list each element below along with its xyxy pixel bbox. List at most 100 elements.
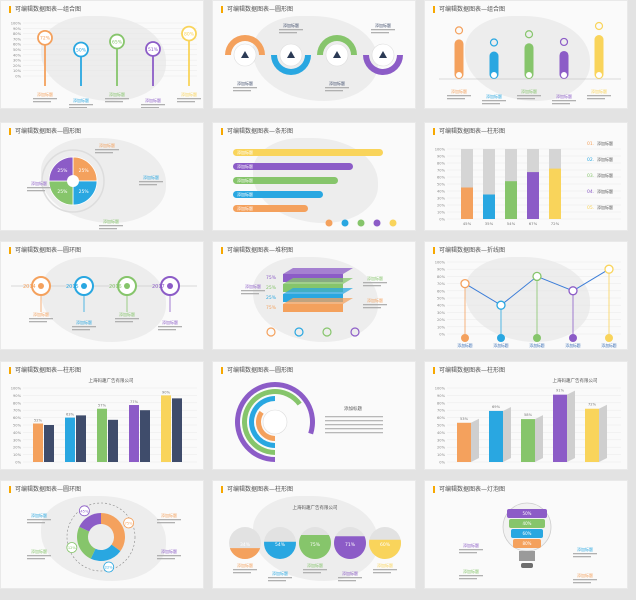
caption-line: [447, 95, 471, 97]
bar-label: 35%: [485, 221, 494, 226]
y-tick-label: 10%: [13, 69, 22, 73]
ring-title: 添加标题: [344, 405, 362, 412]
slide-title: 可编辑数据图表—柱形图: [433, 367, 505, 374]
caption-line: [157, 555, 181, 557]
column-bar: [172, 398, 182, 462]
slide-12[interactable]: 可编辑数据图表—柱形图 0% 10% 20% 30% 40% 50% 60% 70% 80% 90%…: [424, 361, 628, 470]
caption-line: [233, 572, 251, 574]
y-tick-label: 40%: [13, 431, 22, 435]
caption-title: 添加标题: [486, 93, 502, 99]
caption-line: [105, 101, 123, 103]
caption-title: 添加标题: [33, 311, 49, 317]
chart-cylinders: 0%10%20%30%40%50%60%70%80%90%100%45%01. 添…: [435, 140, 621, 226]
pin-value: 72%: [40, 36, 51, 42]
caption-line: [303, 569, 327, 571]
y-tick-label: 10%: [437, 211, 446, 215]
y-tick-label: 70%: [437, 409, 446, 413]
hbar-label: 添加标题: [237, 191, 253, 197]
caption-title: 添加标题: [161, 512, 177, 518]
slide-10[interactable]: 可编辑数据图表—柱形图 0% 10% 20% 30% 40% 50% 60% 70% 80% 90%…: [0, 361, 204, 470]
slide-title: 可编辑数据图表—柱形图: [221, 486, 293, 493]
slide-4[interactable]: 可编辑数据图表—圆形图 25% 25% 25% 25% 添加标题 添加标题 添加标题 添加标题: [0, 122, 204, 231]
hbar-label: 添加标题: [237, 177, 253, 183]
y-tick-label: 10%: [437, 453, 446, 457]
caption-line: [587, 95, 611, 97]
bar-label: 77%: [130, 400, 139, 404]
dashed-ring: [66, 502, 136, 572]
y-tick-label: 70%: [13, 409, 22, 413]
timeline-dot: [38, 283, 44, 289]
slide-6[interactable]: 可编辑数据图表—柱形图 0% 10% 20% 30% 40% 50% 60% 70% 80% 90%…: [424, 122, 628, 231]
y-tick-label: 30%: [437, 197, 446, 201]
caption-title: 添加标题: [577, 572, 593, 578]
caption-line: [482, 103, 500, 105]
slide-7[interactable]: 可编辑数据图表—圆环图 2014 添加标题 2015 添加标题 2016 添加标题 2017 添…: [0, 241, 204, 350]
pin-head: [181, 25, 197, 42]
caption-line: [552, 103, 570, 105]
slide-title: 可编辑数据图表—圆形图: [9, 128, 81, 135]
caption-line: [325, 90, 343, 92]
ring-arc: [249, 396, 275, 448]
bowl-fill: [334, 536, 366, 559]
cylinder-bar: [527, 172, 539, 219]
slide-3[interactable]: 可编辑数据图表—组合图 添加标题 添加标题 添加标题 添加标题 添加标题: [424, 0, 628, 109]
body-line: [325, 424, 383, 426]
chart-rings: 添加标题: [235, 382, 383, 462]
caption-line: [517, 95, 541, 97]
slide-title: 可编辑数据图表—圆环图: [9, 486, 81, 493]
column-side: [471, 418, 479, 462]
legend-dot: [373, 219, 381, 227]
bar-label: 57%: [98, 404, 107, 408]
caption-line: [233, 90, 251, 92]
y-tick-label: 0%: [15, 461, 21, 465]
chart-subtitle: 上海码趣广告有限公司: [553, 377, 598, 384]
legend-dot: [325, 219, 333, 227]
capsule-dot: [596, 72, 602, 78]
caption-line: [158, 329, 176, 331]
caption-title: 添加标题: [99, 142, 115, 148]
caption-title: 添加标题: [143, 174, 159, 180]
y-tick-label: 20%: [437, 446, 446, 450]
caption-line: [233, 569, 257, 571]
y-tick-label: 60%: [437, 416, 446, 420]
caption-line: [157, 558, 175, 560]
legend-num: 01.: [587, 141, 594, 147]
slide-2[interactable]: 可编辑数据图表—圆形图 添加标题 添加标题 添加标题 添加标题: [212, 0, 416, 109]
column-bar: [33, 423, 43, 462]
bulb-band: [513, 539, 541, 548]
caption-title: 添加标题: [181, 91, 197, 97]
slide-14[interactable]: 可编辑数据图表—柱形图 上海码趣广告有限公司 34% 添加标题 54% 添加标题 75% 添加…: [212, 480, 416, 589]
y-tick-label: 70%: [437, 169, 446, 173]
slide-1[interactable]: 可编辑数据图表—组合图 0% 10% 20% 30% 40% 50% 60% 70% 80% 90%…: [0, 0, 204, 109]
caption-title: 添加标题: [272, 570, 288, 576]
legend-dot: [389, 219, 397, 227]
slide-11[interactable]: 可编辑数据图表—圆形图 添加标题: [212, 361, 416, 470]
timeline-dot: [81, 283, 87, 289]
y-tick-label: 90%: [437, 394, 446, 398]
ring-center: [262, 409, 288, 435]
y-tick-label: 50%: [13, 48, 22, 52]
column-bar: [65, 417, 75, 462]
slide-13[interactable]: 可编辑数据图表—圆环图 75% 22% 12% 45% 添加标题 添加标题 添加标题 添加标题: [0, 480, 204, 589]
value-label: 12%: [68, 546, 77, 550]
caption-line: [139, 184, 157, 186]
band-label: 40%: [523, 521, 532, 526]
base-dot: [461, 334, 469, 342]
slide-title: 可编辑数据图表—组合图: [9, 6, 81, 13]
y-tick-label: 50%: [437, 297, 446, 301]
slide-9[interactable]: 可编辑数据图表—折线图 0% 10% 20% 30% 40% 50% 60% 70% 80% 90%…: [424, 241, 628, 350]
logo-icon: [241, 51, 249, 58]
body-line: [325, 420, 383, 422]
slide-15[interactable]: 可编辑数据图表—灯泡图 50% 40% 60% 80% 添加标题 添加标题 添加标题 添加标题: [424, 480, 628, 589]
layer-top: [283, 288, 353, 294]
slice-label: 25%: [57, 168, 68, 174]
slide-5[interactable]: 可编辑数据图表—条形图 添加标题 添加标题 添加标题 添加标题 添加标题: [212, 122, 416, 231]
bar-label: 53%: [460, 417, 469, 421]
legend-title: 添加标题: [597, 188, 613, 194]
y-tick-label: 10%: [437, 325, 446, 329]
slide-8[interactable]: 可编辑数据图表—堆积图 75% 25% 25% 75% 添加标题 添加标题 添加标题: [212, 241, 416, 350]
y-tick-label: 20%: [437, 204, 446, 208]
